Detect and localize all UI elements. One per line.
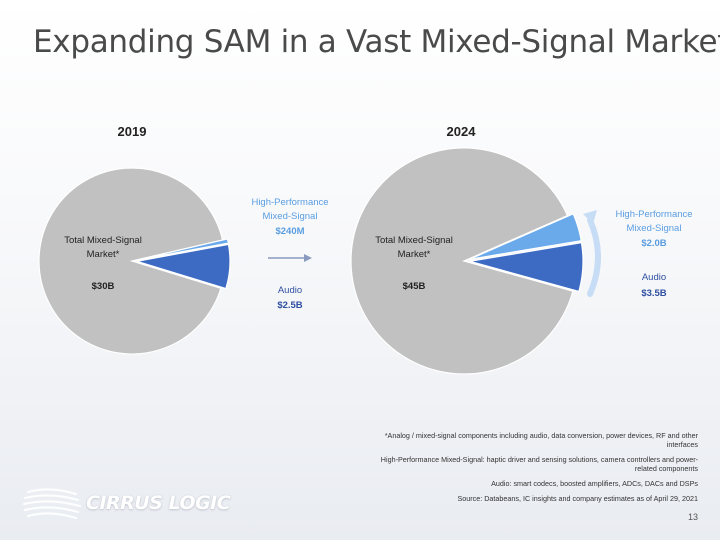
chart-2019-total-label-line1: Total Mixed-Signal <box>64 235 142 246</box>
chart-2019-year: 2019 <box>118 124 147 139</box>
chart-2024-hpms-label-line2: Mixed-Signal <box>627 223 682 234</box>
pie-2019-hpms-slice <box>136 238 230 261</box>
pie-2019-audio-slice <box>136 243 231 290</box>
footnote-source: Source: Databeans, IC insights and compa… <box>457 494 698 503</box>
pie-2019-total-market-slice <box>38 167 224 355</box>
slide-title: Expanding SAM in a Vast Mixed-Signal Mar… <box>33 24 720 60</box>
chart-2019-audio-value: $2.5B <box>277 300 302 311</box>
chart-2024: 2024 Total Mixed-Signal Market* $45B Hig… <box>350 124 693 375</box>
footnotes: *Analog / mixed-signal components includ… <box>368 431 698 509</box>
chart-2024-total-label-line2: Market* <box>398 249 431 260</box>
chart-2024-hpms-value: $2.0B <box>641 238 666 249</box>
chart-2019-hpms-label-line2: Mixed-Signal <box>263 211 318 222</box>
cirrus-logo-mark-icon <box>22 488 82 520</box>
chart-2024-year: 2024 <box>447 124 477 139</box>
pie-2024-hpms-slice <box>469 213 582 260</box>
growth-arc-arrowhead-icon <box>583 210 597 224</box>
chart-2019-audio-label: Audio <box>278 285 302 296</box>
pie-2019 <box>38 167 231 355</box>
chart-2024-total-label-line1: Total Mixed-Signal <box>375 235 453 246</box>
pie-2024-total-market-slice <box>350 147 574 375</box>
pie-2024 <box>350 147 584 375</box>
chart-2024-audio-value: $3.5B <box>641 288 666 299</box>
growth-arc-icon <box>587 217 601 297</box>
chart-2019-total-label-line2: Market* <box>87 249 120 260</box>
growth-arrow-icon <box>268 254 312 262</box>
chart-2019-total-value: $30B <box>92 281 115 292</box>
footnote-audio: Audio: smart codecs, boosted amplifiers,… <box>491 479 698 488</box>
page-number: 13 <box>687 512 698 522</box>
cirrus-logic-logo: CIRRUS LOGIC <box>22 484 232 524</box>
chart-2019: 2019 Total Mixed-Signal Market* $30B Hig… <box>38 124 329 355</box>
chart-2024-audio-label: Audio <box>642 272 666 283</box>
chart-2019-hpms-value: $240M <box>275 226 304 237</box>
chart-2019-hpms-label-line1: High-Performance <box>251 197 328 208</box>
logo-text: CIRRUS LOGIC <box>86 492 231 514</box>
chart-2024-hpms-label-line1: High-Performance <box>615 209 692 220</box>
pie-2024-audio-slice <box>469 242 584 293</box>
chart-2024-total-value: $45B <box>403 281 426 292</box>
footnote-analog: *Analog / mixed-signal components includ… <box>384 431 698 449</box>
footnote-hpms: High-Performance Mixed-Signal: haptic dr… <box>380 455 698 473</box>
